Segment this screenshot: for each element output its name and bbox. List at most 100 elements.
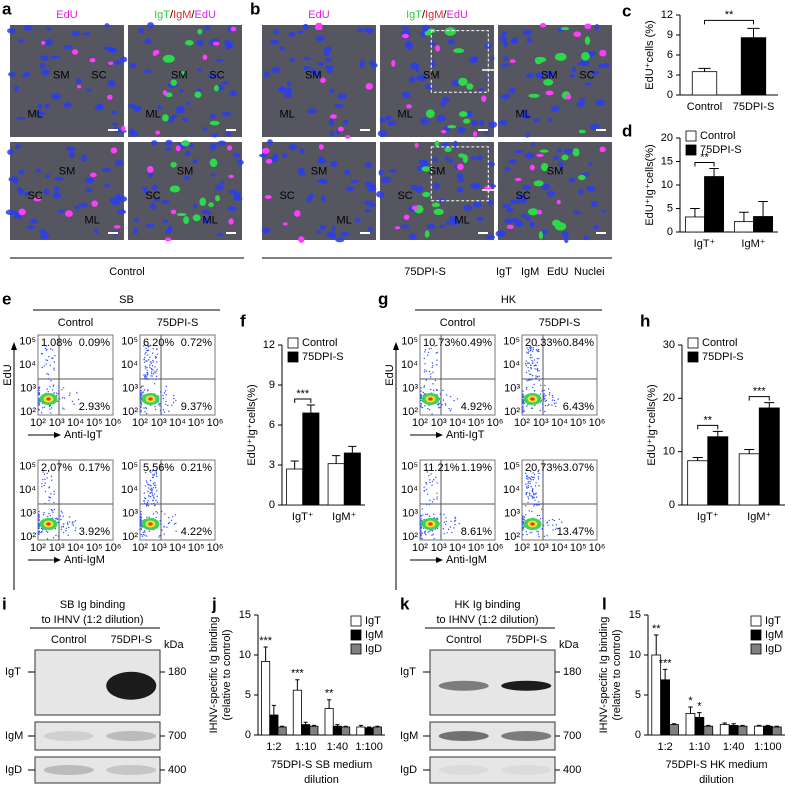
event: [431, 484, 433, 486]
bar: [704, 176, 725, 233]
event: [155, 471, 157, 474]
y-tick-label: 20: [663, 392, 675, 404]
y-tick-label: 5: [245, 689, 251, 701]
bar: [302, 412, 320, 506]
event: [544, 384, 546, 387]
event: [167, 404, 169, 407]
event: [551, 518, 554, 521]
significance: ***: [659, 657, 673, 669]
quadrant-pct: 6.20%: [143, 337, 174, 349]
error-bar: [744, 449, 755, 454]
flow-y-tick: 10²: [504, 406, 520, 418]
event: [432, 383, 434, 385]
event: [522, 399, 524, 401]
event: [46, 531, 49, 533]
event: [38, 389, 40, 392]
event: [422, 391, 425, 394]
event: [140, 515, 142, 518]
edu-cell: [414, 142, 419, 148]
event: [432, 533, 434, 535]
edu-cell: [318, 144, 324, 150]
nucleus: [40, 55, 50, 61]
event: [526, 347, 528, 349]
event: [67, 523, 69, 525]
event: [547, 388, 550, 390]
bar: [703, 725, 714, 736]
event: [58, 398, 61, 400]
y-tick-label: 0: [269, 499, 275, 511]
event: [556, 527, 558, 529]
event: [150, 362, 152, 364]
nucleus: [500, 64, 506, 68]
event: [140, 401, 142, 403]
nucleus: [108, 47, 118, 54]
event: [146, 366, 148, 369]
event: [144, 497, 147, 500]
arrow-head: [11, 342, 17, 350]
kda-label: 400: [563, 764, 581, 776]
event: [449, 410, 452, 412]
event: [454, 516, 456, 518]
nucleus: [500, 94, 509, 100]
nucleus: [111, 110, 118, 115]
nucleus: [302, 66, 311, 71]
nucleus: [404, 42, 413, 50]
event: [42, 478, 44, 481]
event: [443, 533, 445, 535]
nucleus: [8, 71, 16, 77]
flow-x-tick: 10⁵: [86, 542, 103, 554]
bar: [685, 713, 696, 736]
x-tick-label: 1:40: [327, 741, 348, 753]
flow-y-tick: 10⁵: [19, 335, 36, 347]
event: [143, 361, 146, 363]
nucleus: [421, 24, 430, 32]
event: [444, 523, 447, 526]
event: [48, 486, 51, 488]
event: [421, 406, 424, 409]
nucleus: [471, 119, 479, 127]
event: [73, 521, 75, 523]
igt-cell: [169, 185, 181, 193]
event: [164, 390, 167, 392]
event: [148, 484, 150, 486]
nucleus: [276, 87, 286, 92]
event: [527, 501, 529, 503]
event: [420, 537, 422, 539]
band: [106, 731, 157, 741]
error-bar: [756, 724, 762, 727]
legend-swatch: [287, 337, 299, 349]
event: [542, 406, 544, 409]
event: [525, 477, 528, 480]
event: [420, 533, 422, 535]
x-tick-label: Control: [687, 101, 722, 113]
event: [552, 396, 554, 398]
event: [155, 470, 157, 472]
nucleus: [499, 119, 508, 126]
scale-bar: [596, 129, 606, 131]
nucleus: [233, 191, 241, 199]
event: [50, 475, 53, 478]
quadrant-pct: 0.49%: [461, 337, 492, 349]
event: [161, 510, 163, 513]
legend-label: IgD: [765, 643, 782, 655]
event: [548, 392, 551, 394]
nucleus: [128, 128, 135, 135]
nucleus: [133, 218, 140, 223]
y-tick-label: 15: [239, 609, 251, 621]
event: [143, 407, 145, 409]
event: [429, 499, 431, 502]
event: [53, 392, 56, 394]
nucleus: [148, 171, 153, 179]
event: [57, 535, 60, 537]
event: [522, 401, 524, 403]
event: [142, 345, 145, 347]
nucleus: [594, 23, 599, 31]
nucleus: [82, 32, 91, 36]
event: [528, 370, 530, 372]
y-tick-label: 12: [661, 9, 673, 21]
edu-cell: [320, 77, 326, 84]
event: [154, 357, 157, 359]
event: [533, 383, 535, 386]
flow-x-label: Anti-IgT: [446, 429, 485, 441]
event: [449, 395, 452, 398]
